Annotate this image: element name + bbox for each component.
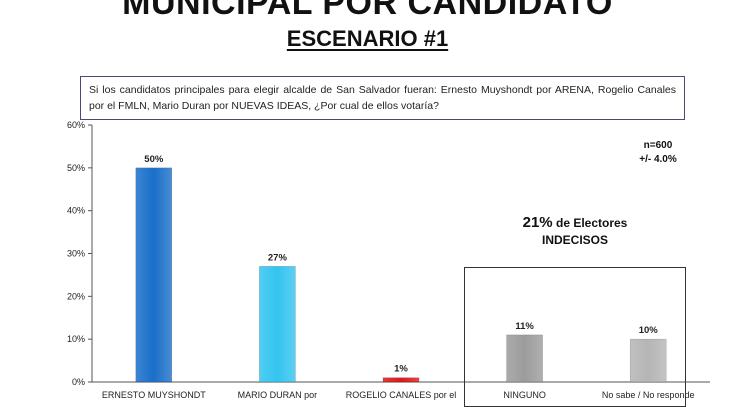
bar-4 [506,334,543,383]
bar-3 [382,377,420,383]
data-label-1: 50% [144,154,164,165]
bar-2 [259,266,296,383]
category-label-4: NINGUNO [503,390,546,400]
y-tick-label: 60% [67,120,85,130]
sample-size: n=600 [643,140,673,151]
scenario-title: ESCENARIO #1 [286,26,449,51]
undecided-group-box [464,267,686,407]
undecided-label-line1: de Electores [552,216,628,230]
y-tick-label: 10% [67,334,85,344]
category-label-3: ROGELIO CANALES por el [346,390,457,400]
margin-of-error: +/- 4.0% [639,154,677,165]
data-label-4: 11% [515,321,534,332]
question-box: Si los candidatos principales para elegi… [80,76,685,120]
bar-1 [135,167,173,383]
sample-info: n=600 +/- 4.0% [618,139,698,167]
undecided-percent: 21% [522,214,553,231]
data-label-3: 1% [394,364,408,375]
category-label-2: MARIO DURAN por [238,390,318,400]
y-tick-label: 40% [67,206,85,216]
undecided-label-line2: INDECISOS [541,233,608,247]
bar-5 [629,338,667,383]
y-tick-label: 30% [67,249,85,259]
y-tick-label: 50% [67,163,85,173]
chart-main-title: MUNICIPAL POR CANDIDATO [122,0,613,22]
undecided-annotation: 21% de Electores INDECISOS [464,214,686,249]
y-tick-label: 0% [72,377,85,387]
y-tick-label: 20% [67,291,85,301]
question-text: Si los candidatos principales para elegi… [89,84,676,112]
data-label-2: 27% [268,252,288,263]
data-label-5: 10% [639,325,659,336]
category-label-5: No sabe / No responde [602,390,695,400]
category-label-1: ERNESTO MUYSHONDT [102,390,206,400]
